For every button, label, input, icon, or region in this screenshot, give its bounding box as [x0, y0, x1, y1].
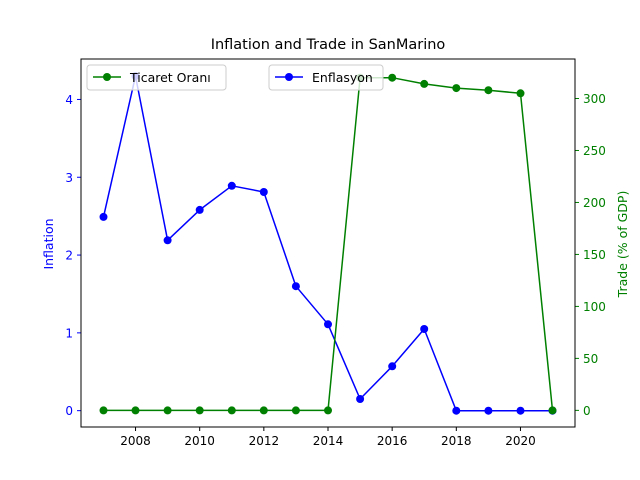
legend-inflation-marker: [285, 73, 293, 81]
x-tick-label: 2014: [313, 434, 344, 448]
x-tick-label: 2020: [505, 434, 536, 448]
x-tick-label: 2010: [184, 434, 215, 448]
series-trade-point: [131, 406, 140, 415]
series-inflation-point: [388, 362, 397, 371]
series-inflation-point: [516, 406, 525, 415]
left-tick-label: 3: [65, 171, 73, 185]
legend-inflation-box: [268, 64, 384, 91]
legend-trade-label: Ticaret Oranı: [129, 70, 211, 85]
series-inflation-point: [291, 282, 300, 291]
left-tick-label: 4: [65, 93, 73, 107]
legend-inflation: Enflasyon: [268, 64, 384, 91]
series-trade-point: [227, 406, 236, 415]
legend-trade: Ticaret Oranı: [86, 64, 227, 91]
series-inflation-point: [163, 236, 172, 245]
x-tick-label: 2012: [249, 434, 280, 448]
x-axis-ticks: 2008 2010 2012 2014 2016 2018 2020: [120, 427, 536, 448]
right-tick-label: 250: [583, 144, 606, 158]
series-trade-point: [259, 406, 268, 415]
series-trade-point: [163, 406, 172, 415]
series-trade-point: [291, 406, 300, 415]
series-inflation-point: [227, 181, 236, 190]
series-inflation-point: [484, 406, 493, 415]
legend-trade-box: [86, 64, 227, 91]
series-trade-point: [195, 406, 204, 415]
series-inflation-point: [324, 320, 332, 329]
left-tick-label: 0: [65, 404, 73, 418]
x-tick-label: 2008: [120, 434, 151, 448]
series-trade-point: [452, 84, 461, 93]
series-inflation-point: [420, 325, 429, 333]
legend-inflation-label: Enflasyon: [312, 70, 373, 85]
series-trade-point: [548, 406, 557, 415]
plot-frame: [80, 58, 576, 428]
series-trade-point: [484, 86, 493, 95]
series-inflation-point: [452, 406, 461, 415]
right-tick-label: 100: [583, 300, 606, 314]
right-axis-ticks: 0 50 100 150 200 250 300: [575, 92, 606, 418]
right-tick-label: 300: [583, 92, 606, 106]
left-tick-label: 1: [65, 326, 73, 340]
series-inflation-point: [195, 205, 204, 214]
right-tick-label: 200: [583, 196, 606, 210]
right-tick-label: 50: [583, 352, 598, 366]
series-trade-point: [388, 73, 397, 82]
series-trade-point: [99, 406, 108, 415]
x-tick-label: 2016: [377, 434, 408, 448]
left-axis-label: Inflation: [41, 218, 56, 269]
series-layer: [99, 72, 557, 415]
right-tick-label: 0: [583, 404, 591, 418]
chart-title: Inflation and Trade in SanMarino: [211, 37, 446, 53]
left-axis-ticks: 0 1 2 3 4: [65, 93, 81, 418]
series-inflation-point: [356, 395, 365, 403]
x-tick-label: 2018: [441, 434, 472, 448]
series-inflation-point: [259, 188, 268, 196]
legend-trade-marker: [103, 73, 111, 81]
series-trade-point: [516, 89, 525, 98]
series-inflation-point: [99, 212, 108, 221]
right-tick-label: 150: [583, 248, 606, 262]
series-trade-point: [420, 79, 429, 88]
series-trade-point: [324, 406, 332, 415]
left-tick-label: 2: [65, 249, 73, 263]
right-axis-label: Trade (% of GDP): [615, 191, 630, 299]
